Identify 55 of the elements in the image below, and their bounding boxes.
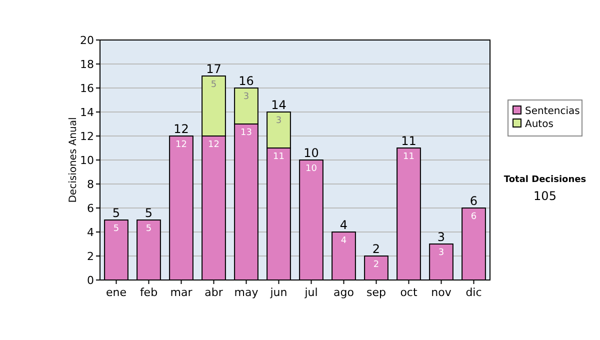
x-tick-label: mar <box>170 286 193 299</box>
x-tick-label: abr <box>204 286 224 299</box>
data-label: 5 <box>210 80 217 90</box>
x-tick-label: sep <box>366 286 386 299</box>
total-label: 2 <box>372 242 380 256</box>
total-label: 11 <box>401 134 416 148</box>
total-label: 5 <box>144 206 153 220</box>
y-tick-label: 0 <box>87 274 94 287</box>
x-tick-label: feb <box>140 286 158 299</box>
total-label: 4 <box>340 218 348 232</box>
data-label: 12 <box>208 140 220 150</box>
y-tick-label: 10 <box>80 154 94 167</box>
x-tick-label: dic <box>466 286 482 299</box>
legend-label: Autos <box>525 119 554 130</box>
y-tick-label: 6 <box>87 202 94 215</box>
y-tick-label: 20 <box>80 34 94 47</box>
data-label: 10 <box>306 164 318 174</box>
x-tick-label: jun <box>269 286 288 299</box>
x-tick-label: nov <box>431 286 452 299</box>
total-label: 17 <box>206 62 222 76</box>
y-tick-label: 18 <box>80 58 94 71</box>
data-label: 6 <box>470 212 477 222</box>
data-label: 5 <box>113 224 120 234</box>
y-tick-label: 16 <box>80 82 94 95</box>
data-label: 5 <box>146 224 152 234</box>
text: Total Decisiones <box>504 175 586 185</box>
y-axis-title: Decisiones Anual <box>68 117 79 203</box>
total-label: 14 <box>271 98 286 112</box>
data-label: 11 <box>273 152 284 162</box>
data-label: 13 <box>240 128 252 138</box>
total-label: 6 <box>470 194 478 208</box>
x-tick-label: ago <box>334 286 354 299</box>
data-label: 2 <box>373 260 380 270</box>
total-label: 10 <box>304 146 319 160</box>
data-label: 11 <box>403 152 414 162</box>
text: 105 <box>534 189 556 203</box>
x-tick-label: oct <box>400 286 418 299</box>
data-label: 3 <box>243 92 250 102</box>
x-tick-label: may <box>234 286 259 299</box>
x-tick-label: ene <box>106 286 127 299</box>
x-tick-label: jul <box>304 286 318 299</box>
total-label: 5 <box>112 206 120 220</box>
total-label: 12 <box>174 122 189 136</box>
data-label: 12 <box>176 140 187 150</box>
y-tick-label: 8 <box>87 178 94 191</box>
data-label: 3 <box>438 248 444 258</box>
y-tick-label: 14 <box>80 106 94 119</box>
y-tick-label: 4 <box>87 226 94 239</box>
total-label: 16 <box>238 74 254 88</box>
data-label: 4 <box>340 236 347 246</box>
total-label: 3 <box>437 230 446 244</box>
y-tick-label: 2 <box>87 250 94 263</box>
data-label: 3 <box>276 116 282 126</box>
y-tick-label: 12 <box>80 130 94 143</box>
legend-label: Sentencias <box>525 106 580 117</box>
